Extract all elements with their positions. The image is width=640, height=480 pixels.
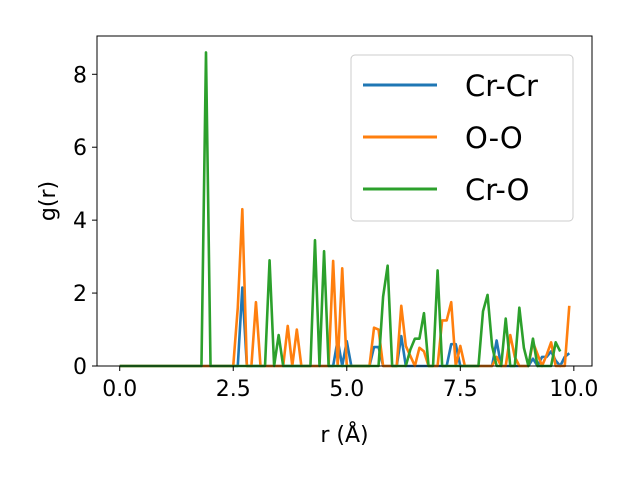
series-line-o-o [119,207,571,368]
series-line-cr-o [119,51,562,368]
x-tick-label: 5.0 [329,377,364,402]
legend-label-o-o: O-O [465,121,523,155]
legend-box [350,54,574,222]
y-axis-label: g(r) [36,181,61,221]
x-tick-label: 10.0 [549,377,598,402]
y-tick-label: 8 [73,63,87,88]
x-axis: 0.0 2.5 5.0 7.5 10.0 [102,366,598,402]
y-tick-label: 6 [73,136,87,161]
y-tick-label: 0 [73,355,87,380]
y-axis: 0 2 4 6 8 [73,63,97,380]
x-tick-label: 7.5 [443,377,478,402]
x-tick-label: 0.0 [102,377,137,402]
y-tick-label: 4 [73,209,87,234]
plot-frame [96,35,593,367]
legend: Cr-Cr O-O Cr-O [350,54,574,222]
y-tick-label: 2 [73,282,87,307]
x-tick-label: 2.5 [216,377,251,402]
legend-label-cr-o: Cr-O [465,173,529,207]
legend-label-cr-cr: Cr-Cr [465,69,538,103]
x-axis-label: r (Å) [320,421,368,448]
